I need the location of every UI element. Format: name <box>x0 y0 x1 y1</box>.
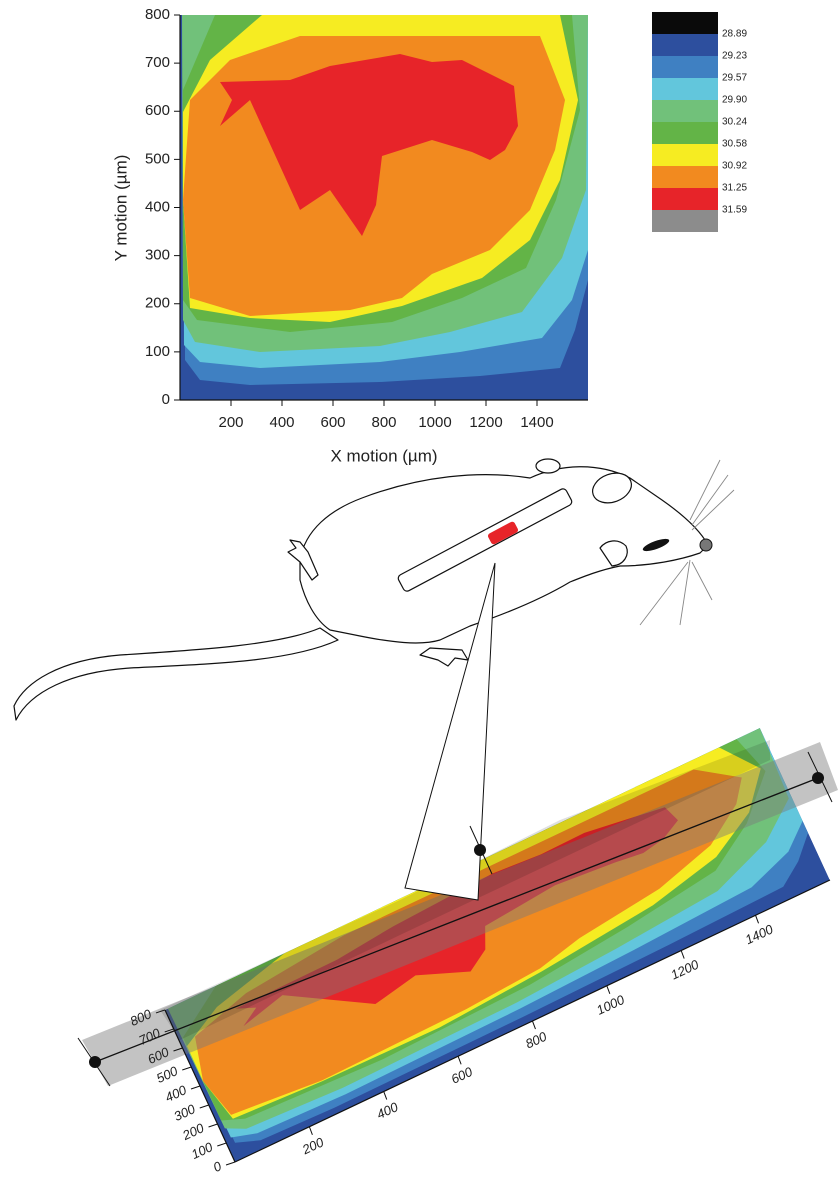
projected-y-tick <box>225 1161 236 1166</box>
projected-y-tick-label: 0 <box>211 1158 225 1175</box>
y-tick-label: 800 <box>145 6 170 23</box>
y-tick-label: 300 <box>145 247 170 264</box>
mouse-whiskers <box>639 459 735 626</box>
projected-x-tick <box>680 950 685 959</box>
y-axis-label: Y motion (µm) <box>111 155 130 262</box>
legend-swatch <box>652 188 718 210</box>
legend-label: 31.59 <box>722 205 747 216</box>
mouse-body <box>299 466 709 644</box>
x-tick-label: 1200 <box>469 414 502 431</box>
mouse-tail <box>13 627 339 721</box>
y-tick-label: 400 <box>145 198 170 215</box>
projected-y-tick-label: 200 <box>179 1120 207 1144</box>
y-tick-label: 0 <box>162 391 170 408</box>
projected-x-tick-label: 600 <box>449 1064 476 1087</box>
x-axis-label: X motion (µm) <box>330 446 437 465</box>
probe-window <box>397 488 573 592</box>
beam-point <box>89 1056 101 1068</box>
projected-y-tick-label: 500 <box>154 1063 181 1086</box>
projected-y-tick <box>164 1028 174 1033</box>
legend-swatch <box>652 166 718 188</box>
projected-x-tick <box>755 915 760 924</box>
projected-x-tick-label: 1200 <box>668 956 701 982</box>
x-tick-label: 200 <box>218 414 243 431</box>
mouse-illustration <box>13 458 735 721</box>
y-tick-label: 600 <box>145 102 170 119</box>
projected-y-tick <box>208 1123 218 1128</box>
legend-swatch <box>652 34 718 56</box>
legend-swatch <box>652 100 718 122</box>
projected-y-tick-label: 100 <box>189 1139 216 1162</box>
legend-label: 30.58 <box>722 139 747 150</box>
projected-x-tick-label: 400 <box>374 1099 401 1122</box>
projected-y-tick <box>155 1009 166 1014</box>
beam-point <box>474 844 486 856</box>
projected-x-tick <box>606 985 611 994</box>
legend-label: 31.25 <box>722 183 747 194</box>
mouse-paw <box>419 647 469 667</box>
projected-x-tick <box>532 1020 536 1030</box>
x-tick-label: 400 <box>269 414 294 431</box>
legend-label: 28.89 <box>722 29 747 40</box>
projected-x-tick <box>457 1056 462 1065</box>
legend-label: 30.24 <box>722 117 747 128</box>
y-tick-label: 700 <box>145 54 170 71</box>
beam <box>404 562 496 901</box>
y-tick-label: 500 <box>145 150 170 167</box>
mouse-paw <box>599 540 628 567</box>
mouse-eye <box>642 538 670 552</box>
legend-swatch <box>652 122 718 144</box>
mouse-ear <box>592 472 632 504</box>
projected-y-tick-label: 400 <box>163 1082 190 1105</box>
projected-y-tick <box>217 1142 227 1147</box>
legend-label: 29.23 <box>722 51 747 62</box>
legend-swatch <box>652 78 718 100</box>
legend: 28.89 29.23 29.57 29.90 30.24 30.58 30.92 31.25… <box>652 12 747 232</box>
beam-axis <box>94 777 819 1063</box>
projected-y-tick <box>190 1085 201 1090</box>
mouse-paw <box>287 539 319 581</box>
projected-x-axis <box>234 879 831 1163</box>
beam-band <box>82 742 838 1086</box>
legend-label: 30.92 <box>722 161 747 172</box>
contour-plot <box>180 15 588 400</box>
mouse-nose <box>699 538 713 552</box>
projected-x-tick-label: 1000 <box>594 992 627 1018</box>
projected-x-tick-label: 1400 <box>743 921 776 947</box>
projected-y-tick <box>199 1104 209 1109</box>
legend-swatch <box>652 210 718 232</box>
mouse-ear <box>535 458 561 474</box>
legend-swatch <box>652 56 718 78</box>
legend-swatch <box>652 12 718 34</box>
x-tick-label: 1400 <box>520 414 553 431</box>
x-tick-label: 800 <box>371 414 396 431</box>
legend-swatch <box>652 144 718 166</box>
projected-x-tick-label: 800 <box>523 1028 550 1051</box>
projected-x-tick-label: 200 <box>299 1134 327 1158</box>
y-tick-label: 100 <box>145 343 170 360</box>
projected-y-tick <box>173 1047 183 1052</box>
projected-x-tick <box>383 1091 388 1100</box>
contour-region <box>220 54 518 236</box>
y-tick-label: 200 <box>145 295 170 312</box>
projected-y-tick-label: 300 <box>171 1101 198 1124</box>
beam-point <box>812 772 824 784</box>
legend-label: 29.57 <box>722 73 747 84</box>
legend-label: 29.90 <box>722 95 747 106</box>
projected-y-tick <box>182 1066 192 1071</box>
x-tick-label: 1000 <box>418 414 451 431</box>
projected-x-tick <box>308 1126 313 1135</box>
probe-spot <box>487 521 519 545</box>
x-tick-label: 600 <box>320 414 345 431</box>
